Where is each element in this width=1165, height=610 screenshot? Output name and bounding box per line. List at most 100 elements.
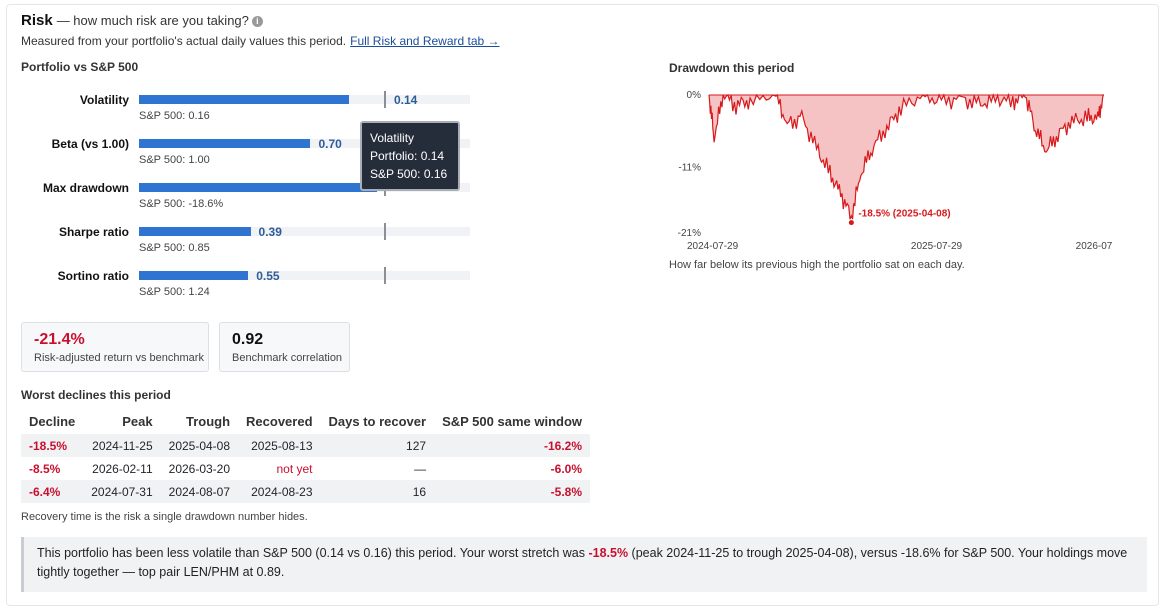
trough-annotation: -18.5% (2025-04-08) <box>858 209 950 220</box>
full-risk-link[interactable]: Full Risk and Reward tab → <box>350 34 500 48</box>
metric-benchmark: S&P 500: 1.00 <box>139 154 210 166</box>
metric-bar-track <box>139 227 470 236</box>
recovery-note: Recovery time is the risk a single drawd… <box>21 511 308 523</box>
benchmark-marker <box>383 91 386 108</box>
declines-title: Worst declines this period <box>21 388 171 402</box>
metric-row[interactable]: Volatility 0.14 S&P 500: 0.16 <box>7 91 477 133</box>
y-tick-label: -21% <box>678 228 701 239</box>
drawdown-line <box>708 92 1104 220</box>
cell-decline: -8.5% <box>29 461 61 476</box>
cell-sp500: -6.0% <box>550 461 583 476</box>
y-tick-label: 0% <box>687 90 702 101</box>
metric-bar-track <box>139 271 470 280</box>
description-text: Measured from your portfolio's actual da… <box>21 34 347 48</box>
metric-value: 0.55 <box>256 269 280 283</box>
declines-table: Decline Peak Trough Recovered Days to re… <box>21 408 591 503</box>
declines-table-wrap: Decline Peak Trough Recovered Days to re… <box>21 408 591 503</box>
x-tick-label: 2024-07-29 <box>687 241 739 252</box>
risk-adjusted-return-label: Risk-adjusted return vs benchmark <box>34 352 204 364</box>
cell-days: 16 <box>320 480 435 503</box>
volatility-tooltip: Volatility Portfolio: 0.14 S&P 500: 0.16 <box>360 121 460 191</box>
metric-value: 0.39 <box>258 225 282 239</box>
summary-callout: This portfolio has been less volatile th… <box>21 537 1147 592</box>
cell-trough: 2025-04-08 <box>160 434 239 457</box>
col-decline: Decline <box>29 413 76 429</box>
y-tick-label: -11% <box>678 162 701 173</box>
metric-row[interactable]: Beta (vs 1.00) 0.70 S&P 500: 1.00 <box>7 135 477 177</box>
table-row: -8.5% 2026-02-11 2026-03-20 not yet — -6… <box>21 457 590 480</box>
col-peak: Peak <box>122 413 153 429</box>
cell-trough: 2024-08-07 <box>160 480 239 503</box>
summary-highlight: -18.5% <box>588 546 629 560</box>
cell-peak: 2024-11-25 <box>83 434 161 457</box>
title-row: Risk — how much risk are you taking? i <box>21 12 263 30</box>
drawdown-title: Drawdown this period <box>669 61 795 75</box>
metric-label: Beta (vs 1.00) <box>51 137 129 151</box>
metric-value: 0.14 <box>393 93 418 107</box>
metric-bar-fill <box>139 95 349 104</box>
risk-adjusted-return-value: -21.4% <box>34 331 85 348</box>
section-title: Risk <box>21 12 53 29</box>
metric-value: 0.70 <box>318 137 342 151</box>
benchmark-correlation-value: 0.92 <box>232 331 264 348</box>
metric-bar-track <box>139 139 470 148</box>
metric-bar-fill <box>139 227 251 236</box>
benchmark-marker <box>383 267 386 284</box>
cell-recovered: 2025-08-13 <box>238 434 321 457</box>
metric-label: Max drawdown <box>42 181 129 195</box>
metric-bar-fill <box>139 139 311 148</box>
cell-sp500: -16.2% <box>434 434 591 457</box>
benchmark-marker <box>383 223 386 240</box>
cell-days: — <box>414 461 427 476</box>
drawdown-area <box>709 95 1104 220</box>
drawdown-chart: 0% -11% -21% 2024-07-29 2025-07-29 2026-07 -18… <box>678 90 1113 252</box>
cell-peak: 2024-07-31 <box>83 480 161 503</box>
section-subtitle: — how much risk are you taking? <box>56 13 249 28</box>
risk-adjusted-return-box: -21.4% Risk-adjusted return vs benchmark <box>21 322 209 372</box>
metric-benchmark: S&P 500: -18.6% <box>139 198 224 210</box>
metric-row[interactable]: Sharpe ratio 0.39 S&P 500: 0.85 <box>7 223 477 265</box>
col-sp500-window: S&P 500 same window <box>442 413 583 429</box>
table-row: -18.5% 2024-11-25 2025-04-08 2025-08-13 … <box>21 434 591 457</box>
metric-label: Sharpe ratio <box>58 225 129 239</box>
metric-benchmark: S&P 500: 0.16 <box>139 110 210 122</box>
metric-bar-track <box>139 95 470 104</box>
cell-sp500: -5.8% <box>434 480 591 503</box>
cell-recovered: not yet <box>276 461 313 476</box>
x-tick-label: 2025-07-29 <box>911 241 963 252</box>
metric-row[interactable]: Max drawdown S&P 500: -18.6% <box>7 179 477 221</box>
cell-recovered: 2024-08-23 <box>238 480 321 503</box>
drawdown-caption: How far below its previous high the port… <box>669 259 965 271</box>
cell-trough: 2026-03-20 <box>168 461 231 476</box>
benchmark-correlation-box: 0.92 Benchmark correlation <box>219 322 350 372</box>
info-icon[interactable]: i <box>251 16 263 27</box>
risk-card: Risk — how much risk are you taking? i Mea… <box>6 4 1159 606</box>
cell-peak: 2026-02-11 <box>92 461 153 476</box>
metric-benchmark: S&P 500: 1.24 <box>139 286 210 298</box>
benchmark-correlation-label: Benchmark correlation <box>232 352 343 364</box>
cell-days: 127 <box>320 434 435 457</box>
metric-row[interactable]: Sortino ratio 0.55 S&P 500: 1.24 <box>7 267 477 309</box>
col-days-to-recover: Days to recover <box>328 413 427 429</box>
metric-bar-track <box>139 183 470 192</box>
declines-header-row: Decline Peak Trough Recovered Days to re… <box>21 408 590 434</box>
cell-decline: -18.5% <box>21 434 84 457</box>
metric-benchmark: S&P 500: 0.85 <box>139 242 210 254</box>
comparison-title: Portfolio vs S&P 500 <box>21 60 139 74</box>
tooltip-portfolio: Portfolio: 0.14 <box>370 149 445 163</box>
col-trough: Trough <box>185 413 231 429</box>
description: Measured from your portfolio's actual da… <box>21 34 500 48</box>
tooltip-title: Volatility <box>370 131 415 145</box>
metric-bar-fill <box>139 271 249 280</box>
cell-decline: -6.4% <box>21 480 84 503</box>
metric-label: Volatility <box>79 93 129 107</box>
summary-text-1: This portfolio has been less volatile th… <box>37 546 589 560</box>
table-row: -6.4% 2024-07-31 2024-08-07 2024-08-23 1… <box>21 480 591 503</box>
col-recovered: Recovered <box>246 413 313 429</box>
metric-label: Sortino ratio <box>57 269 129 283</box>
x-tick-label: 2026-07 <box>1076 241 1113 252</box>
tooltip-benchmark: S&P 500: 0.16 <box>370 167 448 181</box>
metric-bar-fill <box>139 183 378 192</box>
trough-marker <box>848 220 854 226</box>
summary-text-2: (peak 2024-11-25 to trough 2025-04-08), … <box>37 546 1128 579</box>
